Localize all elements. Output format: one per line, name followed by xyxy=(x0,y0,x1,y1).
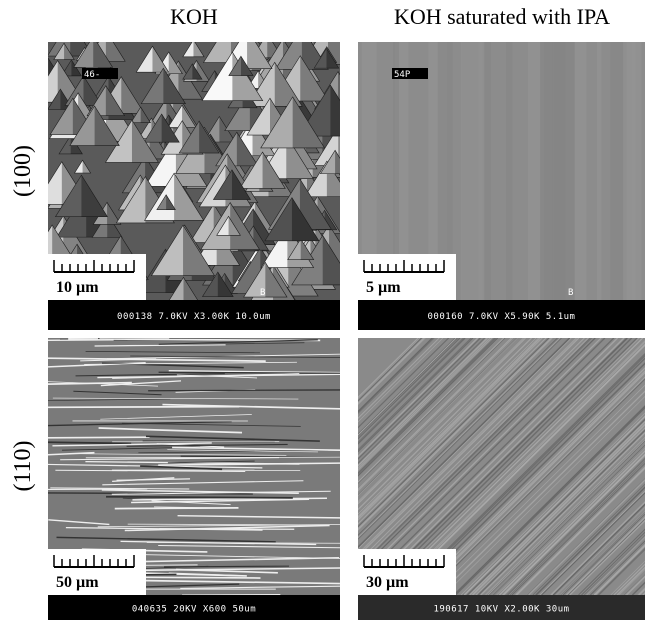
info-text: 000160 7.0KV X5.90K 5.1um xyxy=(428,312,576,322)
info-text: 040635 20KV X600 50um xyxy=(132,605,256,615)
terrace xyxy=(136,335,276,338)
info-text: 190617 10KV X2.00K 30um xyxy=(433,605,569,615)
stripe xyxy=(544,42,566,300)
stripe xyxy=(461,42,484,300)
sem-image: 54P B 5 µm xyxy=(358,42,645,300)
image-marker: B xyxy=(260,288,265,298)
image-tag: 46- xyxy=(84,70,100,80)
scale-label: 5 µm xyxy=(366,279,401,296)
scale-label: 10 µm xyxy=(56,279,99,296)
stripe xyxy=(506,42,512,300)
facet xyxy=(338,72,361,109)
terrace xyxy=(10,437,149,438)
stripe xyxy=(528,42,540,300)
terrace xyxy=(182,594,280,595)
facet xyxy=(330,85,362,136)
figure: KOH KOH saturated with IPA (100) (110) 46- B 1… xyxy=(0,0,649,620)
sem-image: 46- B 10 µm xyxy=(22,19,362,308)
terrace xyxy=(148,390,360,391)
row-label: (100) xyxy=(10,145,36,197)
terrace xyxy=(115,508,239,509)
terrace xyxy=(106,497,293,498)
image-marker: B xyxy=(568,288,573,298)
column-header: KOH saturated with IPA xyxy=(394,4,610,29)
info-text: 000138 7.0KV X3.00K 10.0um xyxy=(117,312,271,322)
image-tag: 54P xyxy=(394,70,411,80)
scale-label: 50 µm xyxy=(56,574,99,591)
column-header: KOH xyxy=(170,4,218,29)
terrace xyxy=(46,340,114,341)
stripe xyxy=(597,42,601,300)
sem-image: 50 µm xyxy=(8,335,415,595)
row-label: (110) xyxy=(10,440,36,491)
scale-label: 30 µm xyxy=(366,574,409,591)
stripe xyxy=(623,42,641,300)
terrace xyxy=(15,407,239,408)
